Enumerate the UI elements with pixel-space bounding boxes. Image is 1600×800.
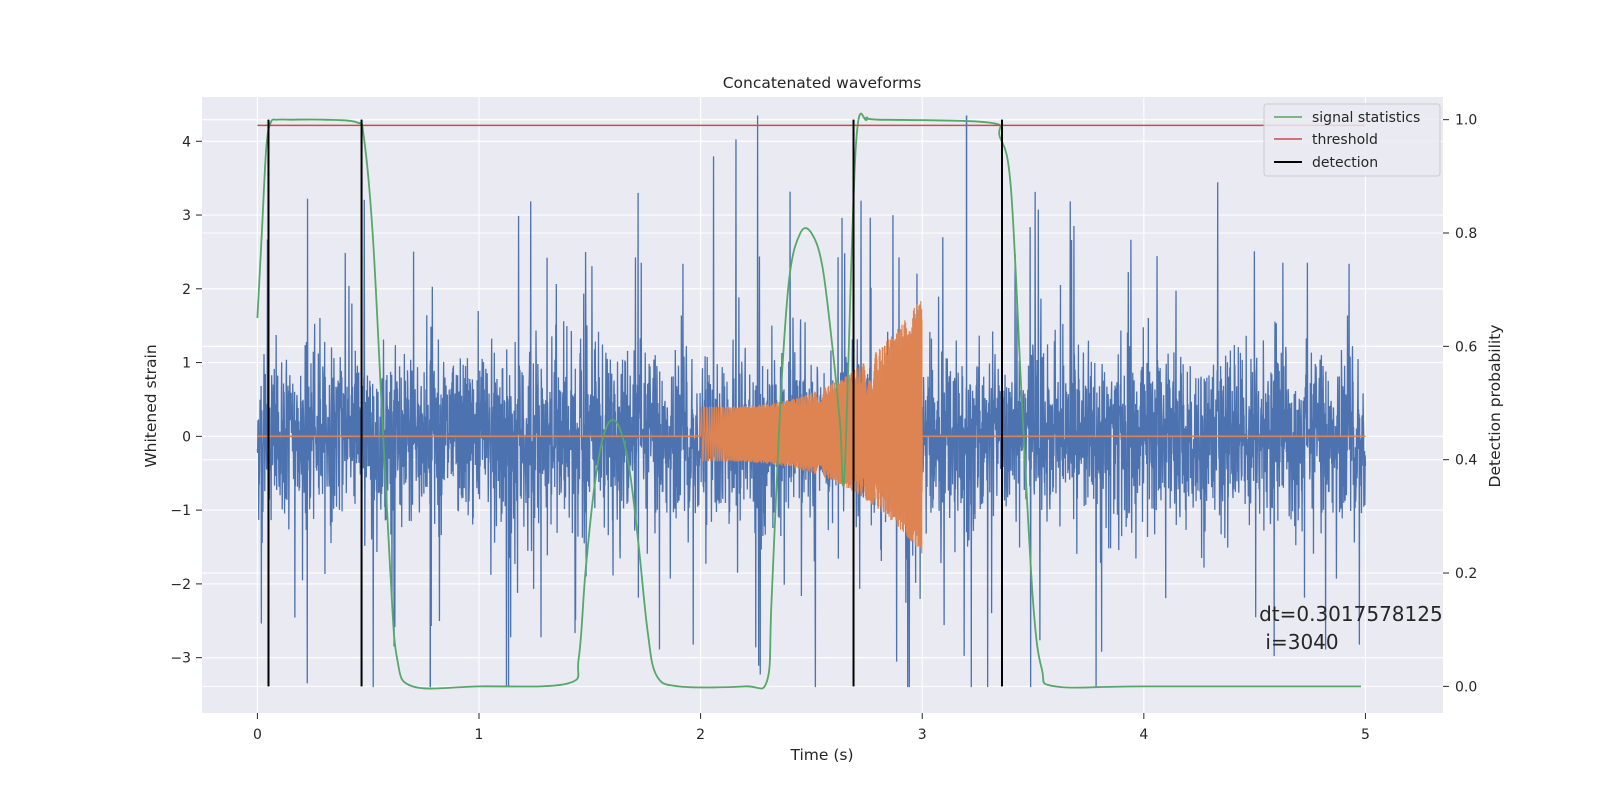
y-tick-label: −3 — [170, 651, 191, 667]
chirp-line — [700, 301, 923, 554]
y2-tick-label: 0.8 — [1455, 226, 1477, 242]
signal-statistics-line — [256, 112, 1362, 690]
y2-tick-label: 0.6 — [1455, 339, 1477, 355]
y2-tick-label: 0.0 — [1455, 679, 1477, 695]
y-tick-label: −1 — [170, 503, 191, 519]
y-tick-label: 2 — [182, 282, 191, 298]
y2-tick-label: 0.2 — [1455, 566, 1477, 582]
y-tick-label: 4 — [182, 134, 191, 150]
x-axis-title: Time (s) — [789, 746, 853, 764]
y2-axis-title: Detection probability — [1486, 325, 1504, 488]
signal-statistics-series — [256, 112, 1362, 690]
legend-box — [1263, 103, 1441, 177]
detection-series — [267, 119, 1004, 687]
x-tick-label: 2 — [696, 727, 705, 743]
y-tick-label: 0 — [182, 429, 191, 445]
chart-title: Concatenated waveforms — [723, 74, 922, 92]
legend-label-threshold: threshold — [1312, 132, 1378, 148]
y2-tick-label: 1.0 — [1455, 113, 1477, 129]
y2-tick-label: 0.4 — [1455, 453, 1477, 469]
axis-ticks: 0 1 2 3 4 5 −3 −2 −1 0 1 2 3 4 0.0 0.2 0.4 0.6 0.8 1.0 — [170, 113, 1477, 743]
x-tick-label: 3 — [918, 727, 927, 743]
y-tick-label: 1 — [182, 356, 191, 372]
annotation-dt: dt=0.3017578125 — [1259, 602, 1443, 626]
x-tick-label: 4 — [1139, 727, 1148, 743]
legend: signal statistics threshold detection — [1263, 103, 1441, 177]
annotation-i: i=3040 — [1259, 630, 1339, 654]
y-tick-label: 3 — [182, 208, 191, 224]
chirp-series — [257, 301, 1366, 554]
x-tick-label: 0 — [253, 727, 262, 743]
legend-label-detection: detection — [1312, 155, 1378, 171]
legend-label-signal: signal statistics — [1312, 110, 1420, 126]
x-tick-label: 1 — [475, 727, 484, 743]
y-tick-label: −2 — [170, 577, 191, 593]
x-tick-label: 5 — [1361, 727, 1370, 743]
y-axis-title: Whitened strain — [142, 344, 160, 467]
